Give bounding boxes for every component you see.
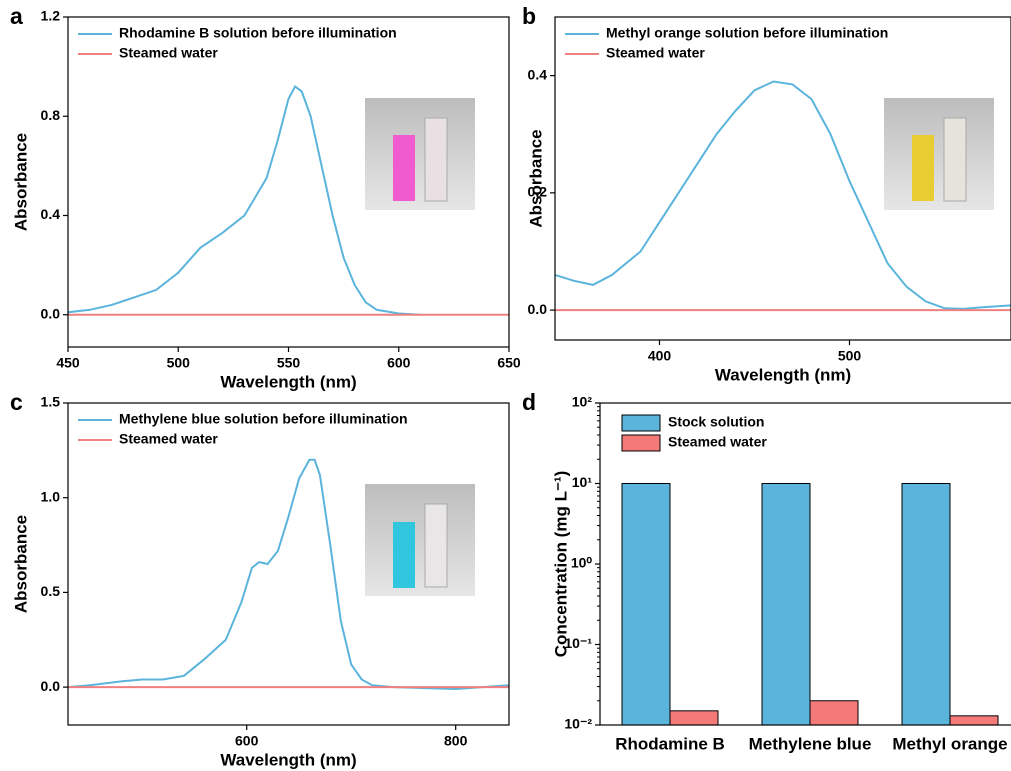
y-axis-label: Absorbance — [11, 515, 30, 613]
y-tick-label: 0.0 — [41, 305, 61, 321]
inset-photo-c — [365, 484, 475, 596]
legend-label: Steamed water — [668, 434, 767, 450]
panel: d 10⁻² 10⁻¹ 10⁰ 10¹ 10² Concentration (mg L⁻¹)… — [522, 389, 1011, 753]
bar — [761, 483, 811, 726]
legend-swatch — [621, 414, 661, 432]
plot-frame — [599, 402, 1011, 726]
line-series — [67, 85, 421, 316]
bar — [949, 715, 999, 726]
y-tick-label: 0.2 — [528, 184, 548, 200]
y-tick-label: 1.2 — [41, 8, 61, 24]
legend-swatch — [621, 434, 661, 452]
y-tick-label: 0.4 — [528, 66, 548, 82]
line-series — [554, 80, 1011, 310]
x-tick-label: 600 — [235, 733, 259, 749]
legend-label: Stock solution — [668, 414, 764, 430]
x-tick-label: 400 — [648, 348, 672, 364]
x-axis-label: Wavelength (nm) — [220, 750, 356, 769]
legend-label: Steamed water — [119, 45, 218, 61]
y-axis-label: Concentration (mg L⁻¹) — [551, 471, 570, 658]
panel: a 0.0 0.4 0.8 1.2 450 500 550 600 650 Wavelength (… — [10, 3, 521, 391]
x-tick-label: 450 — [56, 355, 80, 371]
inset-photo-a — [365, 98, 475, 210]
panel-label: a — [10, 3, 23, 29]
y-tick-label: 10⁻² — [564, 716, 592, 732]
panel-label: b — [522, 3, 536, 29]
y-tick-label: 0.0 — [41, 678, 61, 694]
y-tick-label: 1.5 — [41, 394, 61, 410]
panel-label: d — [522, 389, 536, 415]
y-axis-label: Absorbance — [11, 133, 30, 231]
legend-label: Methyl orange solution before illuminati… — [606, 25, 888, 41]
plot-frame — [67, 402, 510, 726]
y-tick-label: 10² — [572, 394, 593, 410]
x-tick-label: Rhodamine B — [615, 734, 725, 753]
bar — [901, 483, 951, 726]
x-axis-label: Wavelength (nm) — [220, 372, 356, 391]
inset-photo-b — [884, 98, 994, 210]
bar — [621, 483, 671, 726]
x-tick-label: Methylene blue — [749, 734, 872, 753]
x-tick-label: Methyl orange — [892, 734, 1007, 753]
y-tick-label: 0.0 — [528, 301, 548, 317]
x-tick-label: 500 — [838, 348, 862, 364]
bar — [669, 710, 719, 726]
y-tick-label: 0.8 — [41, 107, 61, 123]
x-tick-label: 550 — [277, 355, 301, 371]
x-tick-label: 600 — [387, 355, 411, 371]
x-tick-label: 800 — [444, 733, 468, 749]
y-tick-label: 10⁰ — [571, 555, 593, 571]
panel-label: c — [10, 389, 23, 415]
plot-frame — [554, 16, 1011, 341]
y-tick-label: 0.5 — [41, 583, 61, 599]
y-tick-label: 10⁻¹ — [564, 635, 592, 651]
line-series — [67, 458, 510, 691]
panel: c 0.0 0.5 1.0 1.5 600 800 Wavelength (nm) Absorb… — [10, 389, 510, 769]
y-tick-label: 1.0 — [41, 488, 61, 504]
legend-label: Rhodamine B solution before illumination — [119, 25, 397, 41]
legend-label: Steamed water — [119, 431, 218, 447]
plot-frame — [67, 16, 510, 348]
x-tick-label: 500 — [167, 355, 191, 371]
y-tick-label: 0.4 — [41, 206, 61, 222]
y-tick-label: 10¹ — [572, 474, 593, 490]
legend-label: Steamed water — [606, 45, 705, 61]
legend-label: Methylene blue solution before illuminat… — [119, 411, 408, 427]
bar — [809, 700, 859, 726]
y-axis-label: Absorbance — [526, 129, 545, 227]
x-tick-label: 650 — [497, 355, 521, 371]
x-axis-label: Wavelength (nm) — [715, 365, 851, 384]
